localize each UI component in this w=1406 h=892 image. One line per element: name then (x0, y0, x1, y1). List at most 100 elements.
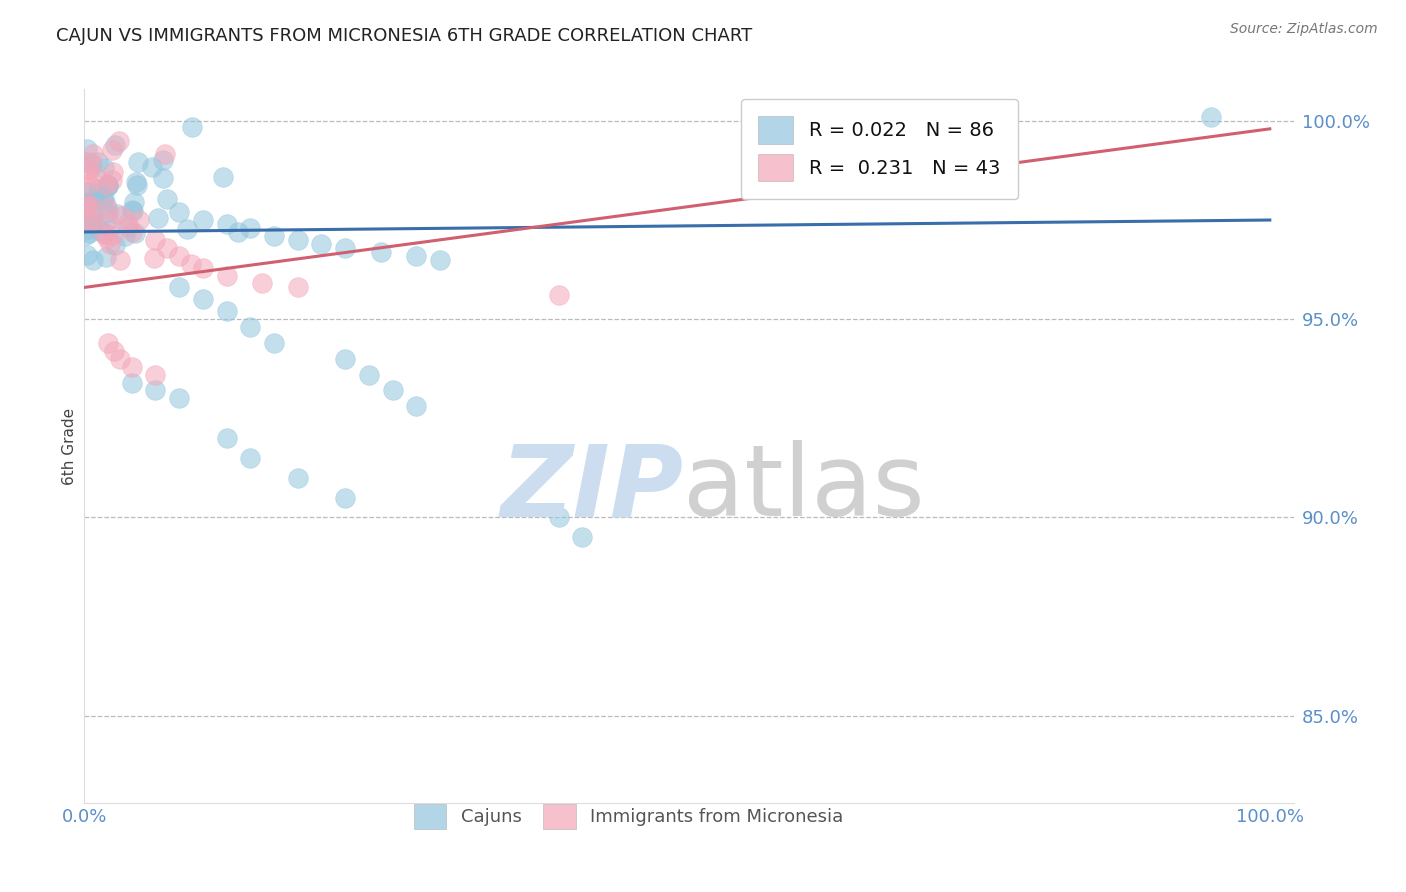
Point (79, 213, 101, 227)
Point (100, 143, 122, 157)
Point (311, 236, 333, 251)
Point (145, 233, 167, 247)
Point (239, 320, 262, 334)
Point (101, 228, 124, 243)
Point (263, 228, 285, 243)
Point (89, 224, 111, 238)
Point (547, 510, 569, 524)
Point (180, 257, 202, 271)
Point (239, 450, 262, 465)
Point (82, 147, 104, 161)
Point (127, 155, 149, 169)
Point (80, 216, 103, 230)
Point (97, 178, 120, 193)
Point (75, 227, 97, 242)
Point (145, 384, 167, 398)
Point (76, 208, 98, 222)
Point (76, 248, 98, 262)
Point (107, 207, 129, 221)
Point (287, 471, 309, 485)
Point (82, 211, 104, 225)
Point (143, 252, 166, 266)
Text: CAJUN VS IMMIGRANTS FROM MICRONESIA 6TH GRADE CORRELATION CHART: CAJUN VS IMMIGRANTS FROM MICRONESIA 6TH … (56, 27, 752, 45)
Point (239, 221, 262, 235)
Point (108, 351, 131, 366)
Point (191, 293, 214, 307)
Text: ZIP: ZIP (501, 441, 683, 537)
Point (333, 241, 356, 255)
Point (215, 304, 238, 318)
Point (124, 226, 146, 240)
Point (75, 198, 97, 212)
Point (141, 161, 163, 175)
Point (117, 216, 139, 230)
Point (215, 217, 238, 231)
Point (333, 351, 356, 366)
Text: Source: ZipAtlas.com: Source: ZipAtlas.com (1230, 22, 1378, 37)
Point (381, 384, 404, 398)
Y-axis label: 6th Grade: 6th Grade (62, 408, 77, 484)
Point (191, 260, 214, 275)
Point (79, 198, 101, 212)
Point (122, 204, 145, 219)
Point (1199, 110, 1222, 124)
Legend: Cajuns, Immigrants from Micronesia: Cajuns, Immigrants from Micronesia (406, 797, 851, 837)
Point (121, 202, 143, 217)
Point (429, 252, 451, 267)
Point (96, 198, 118, 212)
Point (215, 431, 238, 445)
Point (128, 213, 150, 227)
Point (89, 182, 111, 196)
Point (121, 225, 143, 239)
Point (156, 192, 179, 206)
Point (167, 249, 190, 263)
Point (287, 280, 309, 294)
Point (75, 223, 97, 237)
Point (82, 252, 104, 267)
Point (101, 173, 124, 187)
Point (152, 170, 174, 185)
Point (153, 147, 176, 161)
Point (87, 154, 110, 169)
Point (97, 335, 120, 350)
Point (370, 244, 392, 259)
Point (405, 400, 427, 414)
Point (547, 288, 569, 302)
Point (191, 213, 214, 227)
Point (176, 222, 198, 236)
Point (76, 210, 98, 224)
Point (93, 161, 115, 175)
Point (125, 178, 148, 192)
Point (93, 226, 115, 240)
Point (97, 178, 120, 193)
Point (145, 368, 167, 382)
Point (121, 376, 143, 390)
Point (82, 158, 104, 172)
Point (77, 167, 100, 181)
Point (405, 249, 427, 263)
Point (91, 193, 114, 207)
Point (121, 359, 143, 374)
Point (101, 165, 124, 179)
Point (250, 277, 273, 291)
Point (87, 215, 110, 229)
Point (228, 225, 250, 239)
Point (167, 392, 190, 406)
Point (77, 162, 100, 177)
Point (96, 201, 118, 215)
Point (98, 237, 121, 252)
Point (104, 138, 127, 153)
Point (83, 191, 105, 205)
Point (167, 205, 190, 219)
Point (94, 178, 117, 193)
Point (122, 194, 145, 209)
Point (215, 268, 238, 283)
Point (333, 491, 356, 505)
Point (79, 194, 101, 209)
Point (156, 241, 179, 255)
Point (80, 155, 103, 169)
Point (263, 335, 285, 350)
Point (96, 231, 118, 245)
Point (117, 220, 139, 235)
Point (96, 205, 118, 219)
